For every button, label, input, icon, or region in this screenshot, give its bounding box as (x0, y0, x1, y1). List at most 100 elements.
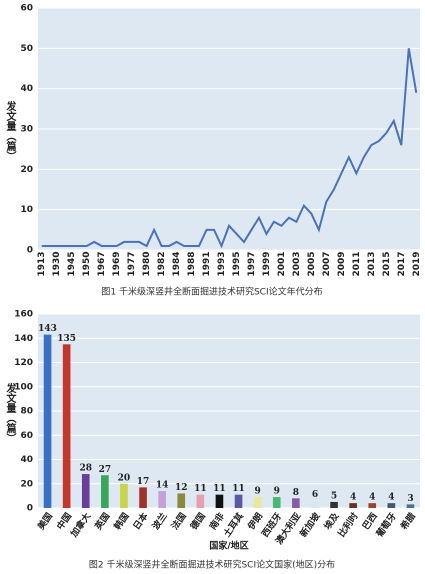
value-label: 6 (312, 490, 318, 500)
x-tick-label: 1984 (172, 251, 182, 276)
y-tick-label: 60 (20, 4, 33, 14)
x-tick-label: 1977 (127, 251, 137, 276)
value-label: 143 (38, 324, 57, 334)
x-tick-label: 1982 (157, 251, 167, 276)
y-axis-label: 发文量（篇） (4, 382, 17, 443)
bar (62, 344, 71, 508)
y-tick-label: 80 (20, 407, 33, 417)
value-label: 135 (57, 334, 76, 344)
x-tick-label: 法国 (169, 510, 189, 532)
x-tick-label: 1997 (247, 251, 257, 276)
x-tick-label: 1999 (262, 251, 272, 276)
value-label: 4 (350, 493, 356, 503)
x-tick-label: 1988 (187, 251, 197, 276)
x-tick-label: 埃及 (321, 509, 342, 531)
value-label: 11 (213, 484, 226, 494)
x-tick-label: 德国 (188, 510, 208, 532)
y-tick-label: 140 (14, 334, 33, 344)
value-label: 28 (79, 464, 92, 474)
y-tick-label: 60 (20, 431, 33, 441)
bar (330, 501, 338, 508)
x-tick-label: 1950 (82, 251, 92, 276)
bar (234, 494, 243, 508)
x-tick-label: 土耳其 (221, 510, 246, 539)
y-tick-label: 30 (20, 125, 33, 135)
x-tick-label: 2017 (397, 251, 407, 276)
bar (101, 475, 109, 508)
bar (120, 483, 128, 508)
x-tick-label: 希腊 (398, 510, 418, 532)
y-tick-label: 160 (14, 310, 33, 320)
bar (215, 494, 224, 508)
x-tick-label: 1980 (142, 251, 152, 276)
value-label: 4 (388, 493, 394, 503)
value-label: 14 (156, 481, 169, 491)
value-label: 20 (118, 473, 131, 483)
y-tick-label: 0 (27, 246, 33, 256)
x-tick-label: 1991 (202, 251, 212, 276)
bar (349, 503, 357, 508)
bar (387, 503, 396, 508)
x-tick-label: 2007 (322, 251, 332, 276)
bar (368, 503, 377, 508)
x-tick-label: 2003 (292, 251, 302, 276)
bar (311, 500, 319, 508)
x-tick-label: 葡萄牙 (373, 510, 399, 540)
bar (292, 498, 300, 508)
x-tick-label: 2005 (307, 251, 317, 276)
value-label: 12 (175, 483, 188, 493)
x-tick-label: 2011 (352, 251, 362, 276)
bar (43, 334, 52, 508)
caption: 图1 千米级深竖井全断面掘进技术研究SCI论文年代分布 (101, 286, 322, 298)
y-tick-label: 40 (20, 455, 33, 465)
x-tick-label: 加拿大 (67, 510, 93, 540)
bar (139, 487, 147, 508)
y-tick-label: 20 (20, 165, 33, 175)
x-tick-label: 巴西 (360, 511, 379, 532)
x-tick-label: 1993 (217, 251, 227, 276)
x-tick-label: 日本 (130, 509, 151, 531)
bar (253, 497, 262, 508)
value-label: 9 (274, 487, 280, 497)
value-label: 11 (194, 484, 207, 494)
y-tick-label: 40 (20, 84, 33, 94)
x-tick-label: 南非 (207, 510, 227, 532)
x-tick-label: 2009 (337, 251, 347, 276)
x-tick-label: 中国 (54, 510, 74, 532)
bar (406, 504, 415, 508)
y-tick-label: 10 (20, 205, 33, 215)
y-tick-label: 20 (20, 479, 33, 489)
bar (158, 491, 166, 508)
x-tick-label: 英国 (92, 510, 113, 532)
x-tick-label: 2013 (367, 251, 377, 276)
x-tick-label: 2019 (412, 251, 422, 276)
x-tick-label: 新加坡 (297, 509, 323, 539)
x-tick-label: 1967 (97, 251, 107, 276)
x-tick-label: 美国 (35, 510, 55, 532)
value-label: 5 (331, 491, 337, 501)
value-label: 8 (293, 488, 299, 498)
y-tick-label: 120 (14, 358, 33, 368)
caption: 图2 千米级深竖井全断面掘进技术研究SCI论文国家(地区)分布 (89, 559, 335, 571)
bar (272, 497, 281, 508)
y-axis-label: 发文量（篇） (4, 100, 17, 161)
y-tick-label: 50 (20, 44, 33, 54)
line-series (41, 48, 418, 249)
x-axis-label: 国家/地区 (209, 540, 248, 552)
value-label: 11 (232, 484, 245, 494)
y-tick-label: 0 (27, 504, 33, 514)
value-label: 17 (137, 477, 150, 487)
x-tick-label: 1969 (112, 251, 122, 276)
value-label: 9 (255, 487, 261, 497)
x-tick-label: 2001 (277, 251, 287, 276)
x-tick-label: 1930 (52, 251, 62, 276)
bar (81, 474, 90, 508)
x-tick-label: 比利时 (335, 510, 360, 539)
x-tick-label: 1913 (37, 251, 47, 276)
y-tick-label: 100 (14, 382, 33, 392)
value-label: 4 (369, 493, 375, 503)
bar (177, 493, 186, 508)
x-tick-label: 2015 (382, 251, 392, 276)
value-label: 27 (99, 465, 112, 475)
